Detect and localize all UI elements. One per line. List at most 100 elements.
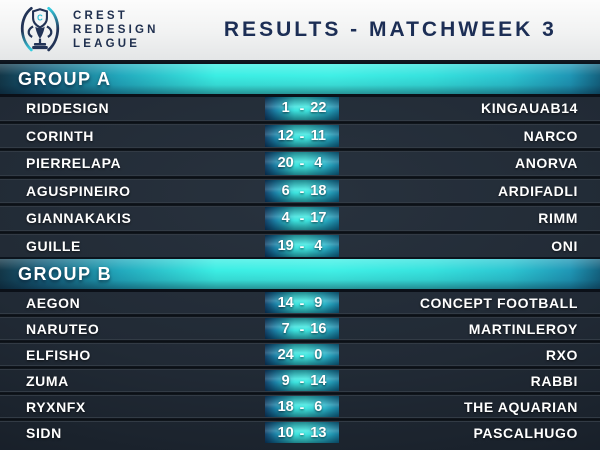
away-score: 6 bbox=[314, 398, 323, 415]
away-team-name: MARTINLEROY bbox=[468, 320, 578, 337]
away-score: 9 bbox=[314, 294, 323, 311]
score-cell: 1-22 bbox=[265, 97, 339, 120]
score-cell: 12-11 bbox=[265, 124, 339, 147]
score-cell: 10-13 bbox=[265, 422, 339, 443]
home-score: 4 bbox=[281, 210, 290, 227]
away-score: 4 bbox=[314, 237, 323, 254]
match-row: RIDDESIGN 1-22 KINGAUAB14 bbox=[0, 97, 600, 120]
score-dash: - bbox=[299, 346, 305, 363]
score-dash: - bbox=[299, 424, 305, 441]
match-row: NARUTEO 7-16 MARTINLEROY bbox=[0, 318, 600, 339]
home-team-name: ZUMA bbox=[26, 372, 69, 389]
match-row: GUILLE 19-4 ONI bbox=[0, 234, 600, 257]
group-a-rows: RIDDESIGN 1-22 KINGAUAB14 CORINTH 12-11 NARCO… bbox=[0, 97, 600, 257]
score-cell: 9-14 bbox=[265, 370, 339, 391]
home-score: 7 bbox=[281, 320, 290, 337]
score-dash: - bbox=[299, 237, 305, 254]
row-separator bbox=[0, 202, 600, 207]
results-board: GROUP A RIDDESIGN 1-22 KINGAUAB14 CORINTH 12… bbox=[0, 62, 600, 450]
row-separator bbox=[0, 119, 600, 125]
score-cell: 20-4 bbox=[265, 152, 339, 175]
home-score: 9 bbox=[281, 372, 290, 389]
away-score: 18 bbox=[310, 182, 327, 199]
score-dash: - bbox=[299, 372, 305, 389]
score-cell: 4-17 bbox=[265, 207, 339, 230]
score-dash: - bbox=[299, 127, 305, 144]
svg-text:C: C bbox=[37, 13, 43, 22]
home-score: 18 bbox=[277, 398, 294, 415]
home-team-name: SIDN bbox=[26, 424, 62, 441]
wordmark-line: CREST bbox=[73, 10, 128, 22]
wordmark-line: LEAGUE bbox=[73, 38, 141, 50]
home-team-name: RYXNFX bbox=[26, 398, 86, 415]
away-score: 17 bbox=[310, 210, 327, 227]
home-team-name: AGUSPINEIRO bbox=[26, 182, 131, 199]
away-team-name: PASCALHUGO bbox=[473, 424, 578, 441]
home-score: 10 bbox=[277, 424, 294, 441]
home-team-name: GUILLE bbox=[26, 237, 81, 254]
away-score: 13 bbox=[310, 424, 327, 441]
away-team-name: ONI bbox=[551, 237, 578, 254]
row-separator bbox=[0, 147, 600, 152]
group-b-label: GROUP B bbox=[18, 263, 113, 284]
row-separator bbox=[0, 365, 600, 370]
score-dash: - bbox=[299, 182, 305, 199]
league-wordmark: CREST REDESIGN LEAGUE bbox=[73, 9, 159, 51]
away-team-name: ANORVA bbox=[515, 155, 578, 172]
league-logo: C CREST REDESIGN LEAGUE bbox=[14, 4, 159, 56]
group-b-rows: AEGON 14-9 CONCEPT FOOTBALL NARUTEO 7-16 MART… bbox=[0, 292, 600, 443]
match-row: ZUMA 9-14 RABBI bbox=[0, 370, 600, 391]
home-score: 24 bbox=[277, 346, 294, 363]
home-team-name: PIERRELAPA bbox=[26, 155, 122, 172]
group-a-label: GROUP A bbox=[18, 68, 112, 89]
row-separator bbox=[0, 174, 600, 180]
home-team-name: ELFISHO bbox=[26, 346, 91, 363]
match-row: AGUSPINEIRO 6-18 ARDIFADLI bbox=[0, 179, 600, 202]
match-row: GIANNAKAKIS 4-17 RIMM bbox=[0, 207, 600, 230]
away-team-name: THE AQUARIAN bbox=[463, 398, 578, 415]
home-team-name: NARUTEO bbox=[26, 320, 100, 337]
match-row: RYXNFX 18-6 THE AQUARIAN bbox=[0, 396, 600, 417]
wordmark-line: REDESIGN bbox=[73, 24, 159, 36]
home-team-name: CORINTH bbox=[26, 127, 94, 144]
score-dash: - bbox=[299, 320, 305, 337]
home-score: 20 bbox=[277, 155, 294, 172]
row-separator bbox=[0, 391, 600, 396]
page-title: RESULTS - MATCHWEEK 3 bbox=[223, 18, 557, 41]
home-team-name: RIDDESIGN bbox=[26, 100, 110, 117]
score-dash: - bbox=[299, 100, 305, 117]
away-team-name: ARDIFADLI bbox=[497, 182, 578, 199]
away-team-name: RABBI bbox=[530, 372, 578, 389]
home-score: 1 bbox=[281, 100, 290, 117]
score-dash: - bbox=[299, 398, 305, 415]
row-separator bbox=[0, 313, 600, 318]
home-score: 12 bbox=[277, 127, 294, 144]
away-score: 16 bbox=[310, 320, 327, 337]
away-team-name: KINGAUAB14 bbox=[480, 100, 578, 117]
away-score: 22 bbox=[310, 100, 327, 117]
score-cell: 18-6 bbox=[265, 396, 339, 417]
away-team-name: CONCEPT FOOTBALL bbox=[419, 294, 578, 311]
score-cell: 19-4 bbox=[265, 234, 339, 257]
score-dash: - bbox=[299, 294, 305, 311]
away-score: 14 bbox=[310, 372, 327, 389]
score-cell: 14-9 bbox=[265, 292, 339, 313]
match-row: ELFISHO 24-0 RXO bbox=[0, 344, 600, 365]
away-score: 11 bbox=[310, 127, 326, 144]
group-b-header: GROUP B bbox=[0, 257, 600, 292]
match-row: SIDN 10-13 PASCALHUGO bbox=[0, 422, 600, 443]
score-cell: 6-18 bbox=[265, 179, 339, 202]
home-team-name: GIANNAKAKIS bbox=[26, 210, 132, 227]
score-cell: 7-16 bbox=[265, 318, 339, 339]
away-score: 0 bbox=[314, 346, 323, 363]
home-score: 14 bbox=[277, 294, 294, 311]
score-cell: 24-0 bbox=[265, 344, 339, 365]
row-separator bbox=[0, 229, 600, 235]
away-team-name: RIMM bbox=[538, 210, 578, 227]
home-team-name: AEGON bbox=[26, 294, 81, 311]
home-score: 19 bbox=[277, 237, 294, 254]
score-dash: - bbox=[299, 155, 305, 172]
away-team-name: RXO bbox=[545, 346, 578, 363]
home-score: 6 bbox=[281, 182, 290, 199]
